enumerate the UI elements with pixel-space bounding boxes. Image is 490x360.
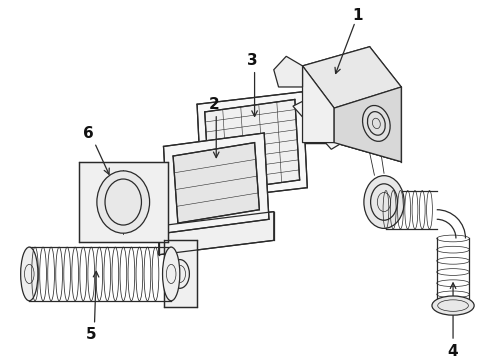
Polygon shape bbox=[205, 99, 300, 193]
Polygon shape bbox=[302, 47, 401, 108]
Polygon shape bbox=[302, 66, 334, 143]
Text: 4: 4 bbox=[448, 344, 458, 359]
Ellipse shape bbox=[432, 296, 474, 315]
Text: 3: 3 bbox=[247, 53, 258, 68]
Polygon shape bbox=[197, 92, 307, 200]
Polygon shape bbox=[293, 82, 379, 149]
Polygon shape bbox=[173, 143, 259, 223]
Text: 6: 6 bbox=[83, 126, 94, 140]
Text: 5: 5 bbox=[86, 327, 97, 342]
Ellipse shape bbox=[163, 247, 180, 301]
Text: 2: 2 bbox=[209, 97, 220, 112]
Polygon shape bbox=[159, 212, 274, 255]
Polygon shape bbox=[164, 133, 269, 233]
Polygon shape bbox=[79, 162, 168, 242]
Polygon shape bbox=[164, 240, 197, 307]
Polygon shape bbox=[274, 56, 302, 87]
Ellipse shape bbox=[21, 247, 38, 301]
Ellipse shape bbox=[364, 176, 404, 228]
Text: 1: 1 bbox=[352, 8, 363, 23]
Ellipse shape bbox=[363, 105, 390, 141]
Ellipse shape bbox=[97, 171, 149, 233]
Polygon shape bbox=[334, 87, 401, 162]
